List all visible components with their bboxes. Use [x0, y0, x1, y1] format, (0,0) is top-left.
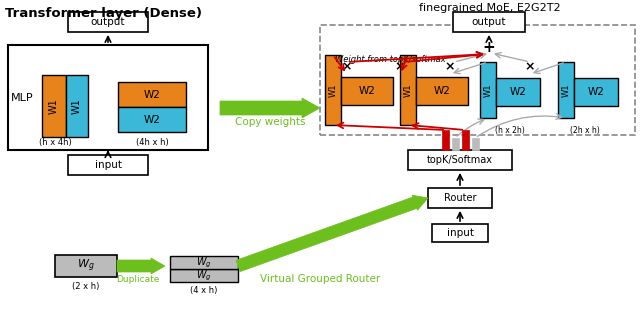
Text: ×: ×: [342, 60, 352, 74]
Bar: [496, 78, 540, 106]
Text: (2h x h): (2h x h): [570, 125, 600, 134]
Bar: [480, 62, 496, 118]
Bar: [432, 224, 488, 242]
Bar: [452, 138, 459, 150]
Text: $W_g$: $W_g$: [196, 255, 212, 270]
Text: output: output: [91, 17, 125, 27]
Text: (h x 2h): (h x 2h): [495, 125, 525, 134]
Bar: [558, 62, 574, 118]
Bar: [400, 55, 416, 125]
Bar: [68, 12, 148, 32]
Bar: [170, 256, 238, 269]
Text: W2: W2: [358, 86, 376, 96]
Text: (4 x h): (4 x h): [190, 286, 218, 295]
Bar: [118, 107, 186, 132]
Text: input: input: [447, 228, 474, 238]
Bar: [442, 130, 449, 150]
Text: +: +: [483, 39, 495, 54]
Bar: [408, 150, 512, 170]
Text: (h x 4h): (h x 4h): [38, 138, 72, 147]
Text: W2: W2: [588, 87, 604, 97]
Text: W1: W1: [561, 83, 570, 97]
Bar: [68, 155, 148, 175]
Bar: [341, 77, 393, 105]
Text: (2 x h): (2 x h): [72, 282, 100, 291]
Bar: [8, 45, 208, 150]
Text: $W_g$: $W_g$: [196, 268, 212, 283]
Text: finegrained MoE, E2G2T2: finegrained MoE, E2G2T2: [419, 3, 561, 13]
Text: ×: ×: [395, 60, 405, 74]
Text: Router: Router: [444, 193, 476, 203]
Text: W1: W1: [49, 98, 59, 114]
Bar: [118, 82, 186, 107]
Text: W2: W2: [143, 90, 161, 100]
Text: Duplicate: Duplicate: [116, 275, 160, 284]
Text: topK/Softmax: topK/Softmax: [427, 155, 493, 165]
Text: Copy weights: Copy weights: [235, 117, 305, 127]
Polygon shape: [117, 258, 165, 274]
Text: MLP: MLP: [11, 93, 33, 103]
Bar: [416, 77, 468, 105]
Text: ×: ×: [525, 60, 535, 74]
Text: $W_g$: $W_g$: [77, 258, 95, 274]
Text: input: input: [95, 160, 122, 170]
Bar: [428, 188, 492, 208]
Bar: [574, 78, 618, 106]
Bar: [472, 138, 479, 150]
Polygon shape: [220, 98, 320, 118]
Text: (4h x h): (4h x h): [136, 138, 168, 147]
Bar: [453, 12, 525, 32]
Text: W2: W2: [143, 115, 161, 125]
Polygon shape: [236, 195, 428, 272]
Bar: [42, 75, 66, 137]
Text: W2: W2: [433, 86, 451, 96]
Bar: [325, 55, 341, 125]
Bar: [320, 25, 635, 135]
Bar: [462, 130, 469, 150]
Text: Weight from topK/softmax: Weight from topK/softmax: [335, 55, 445, 65]
Text: W1: W1: [328, 83, 337, 97]
Text: W1: W1: [72, 98, 82, 114]
Text: Virtual Grouped Router: Virtual Grouped Router: [260, 274, 380, 284]
Text: output: output: [472, 17, 506, 27]
Text: ×: ×: [445, 60, 455, 74]
Text: W2: W2: [509, 87, 527, 97]
Text: Transformer layer (Dense): Transformer layer (Dense): [5, 7, 202, 20]
Text: W1: W1: [483, 83, 493, 97]
Bar: [170, 269, 238, 282]
Bar: [55, 255, 117, 277]
Text: W1: W1: [403, 83, 413, 97]
Bar: [66, 75, 88, 137]
